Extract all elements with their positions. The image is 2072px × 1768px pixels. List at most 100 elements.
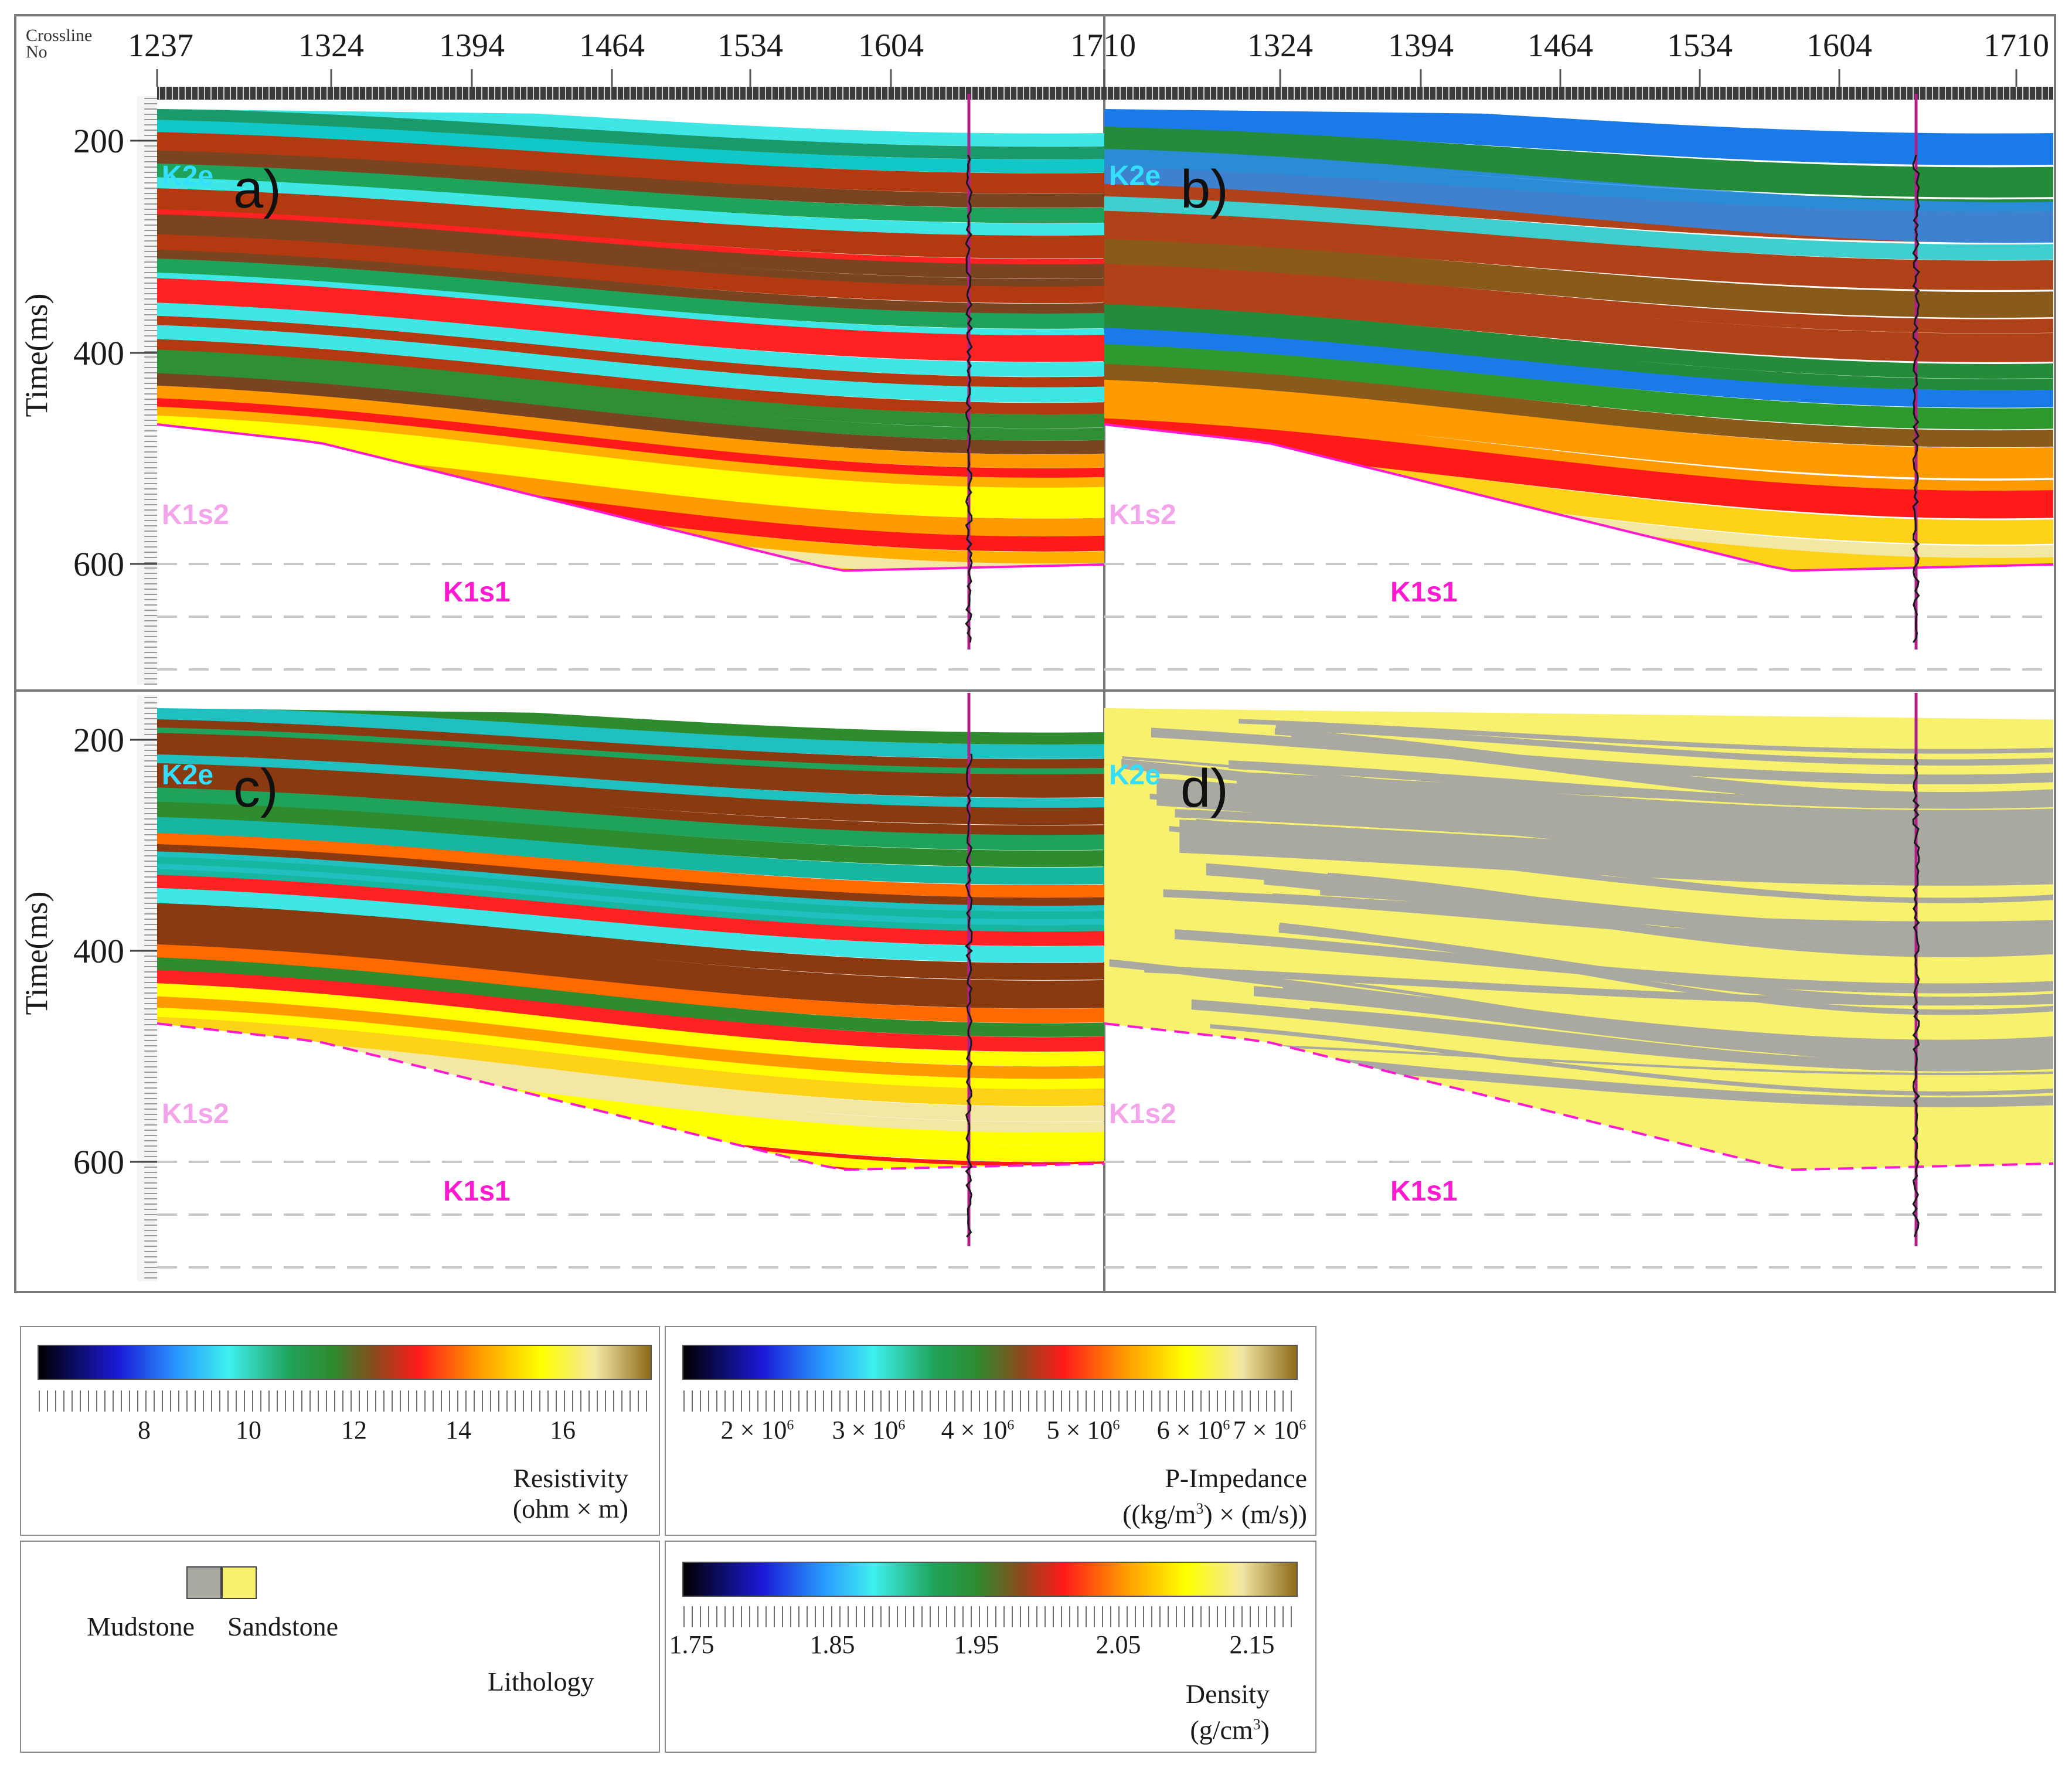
density-colorbar-legend: 1.75 1.85 1.95 2.05 2.15 Density (g/cm3) [665,1541,1316,1753]
impedance-unit-part1: ((kg/m [1122,1499,1196,1529]
tick-exponent: 6 [1007,1417,1015,1433]
panel-d: K2e K1s2 K1s1 d) [1104,693,2053,1269]
seismic-layer [157,302,1104,377]
seismic-layer [157,1226,1104,1334]
seismic-layer [157,109,1104,147]
seismic-layer [1104,109,2053,165]
horizon-top-label: K2e [1109,161,1161,192]
crossline-tick-label: 1534 [1667,28,1733,64]
seismic-layer [157,150,1104,208]
seismic-layer [157,163,1104,223]
horizon-top-label: K2e [1109,760,1161,791]
seismic-layer [157,227,1104,287]
seismic-layer [157,188,1104,243]
seismic-layer [157,1162,1104,1170]
time-axis-label: Time(ms) [19,293,54,417]
seismic-layer [1104,418,2053,519]
resistivity-title: Resistivity (ohm × m) [513,1463,628,1524]
seismic-layer [1104,344,2053,430]
lithology-legend: Mudstone Sandstone Lithology [20,1541,660,1753]
horizon-base-line [1104,423,2053,572]
seismic-layer [157,754,1104,808]
colorbar-tick-label: 12 [341,1416,367,1444]
colorbar-tick-label: 1.85 [809,1630,855,1659]
seismic-layer [157,996,1104,1079]
mudstone-layer [1309,1008,2053,1072]
seismic-layer [157,957,1104,1037]
seismic-layer [157,856,1104,920]
crossline-tick-label: 1604 [858,28,924,64]
lithology-title: Lithology [488,1667,594,1696]
seismic-layer [157,875,1104,946]
seismic-layer [157,278,1104,345]
crossline-axis-label-line1: Crossline [26,26,92,45]
seismic-layer [157,740,1104,798]
time-tick-label: 200 [73,122,124,160]
impedance-title: P-Impedance ((kg/m3) × (m/s)) [1122,1463,1307,1529]
seismic-layer [1104,602,2053,723]
seismic-layer [157,325,1104,403]
seismic-layer [1104,363,2053,448]
seismic-layer [1104,317,2053,390]
tick-mantissa: 3 × 10 [832,1416,899,1444]
seismic-layer [157,1190,1104,1287]
seismic-layer [157,406,1104,488]
seismic-layer [157,177,1104,236]
time-tick-label: 200 [73,721,124,759]
resistivity-color-ramp [38,1345,652,1380]
seismic-layer [157,733,1104,783]
resistivity-colorbar-legend: 8 10 12 14 16 Resistivity (ohm × m) [20,1326,660,1536]
seismic-layer [1104,127,2053,198]
colorbar-tick-label: 2 × 106 [721,1415,794,1445]
horizon-mid-label: K1s2 [162,499,229,531]
impedance-title-name: P-Impedance [1165,1463,1307,1493]
seismic-layer [1104,210,2053,290]
seismic-layer [157,851,1104,912]
well-log-trace [1912,154,1920,643]
resistivity-tick-marks [39,1390,651,1412]
tick-mantissa: 7 × 10 [1233,1416,1299,1444]
seismic-layer [157,315,1104,387]
time-axis: 200 400 600 Time(ms) [19,695,157,1281]
colorbar-tick-label: 2.05 [1095,1630,1141,1659]
density-unit-exponent: 3 [1253,1716,1261,1733]
crossline-tick-label: 1710 [1983,28,2049,64]
tick-exponent: 6 [1299,1417,1307,1433]
seismic-layer [157,763,1104,825]
outer-border [14,14,2056,1293]
seismic-layer [157,385,1104,468]
colorbar-tick-label: 6 × 106 [1157,1415,1230,1445]
tick-exponent: 6 [1223,1417,1230,1433]
mudstone-layer [1239,719,2053,754]
colorbar-tick-label: 2.15 [1229,1630,1275,1659]
mudstone-layer [1175,809,2053,851]
panel-label: d) [1180,759,1229,818]
seismic-layer [157,373,1104,454]
horizon-base-label: K1s1 [1390,577,1458,608]
seismic-layer [157,1007,1104,1090]
sandstone-swatch [222,1566,257,1599]
seismic-layer [157,944,1104,1024]
density-unit-part1: (g/cm [1190,1715,1253,1745]
seismic-layer [157,719,1104,769]
horizon-base-line [157,423,1104,572]
colorbar-tick-label: 4 × 106 [941,1415,1015,1445]
seismic-layer [157,1032,1104,1122]
colorbar-tick-label: 7 × 106 [1233,1415,1307,1445]
seismic-layer [157,431,1104,519]
density-title: Density (g/cm3) [1186,1679,1270,1745]
seismic-layer [1104,263,2053,334]
mudstone-layer [1229,760,2053,809]
horizon-top-label: K2e [162,161,213,192]
seismic-layer [157,817,1104,885]
mudstone-layer [1320,885,2053,943]
crossline-tick-label: 1534 [717,28,783,64]
seismic-layer [157,727,1104,775]
sandstone-label: Sandstone [227,1611,339,1641]
seismic-layer [1104,196,2053,260]
seismic-layer [157,611,1104,718]
seismic-layer [157,214,1104,278]
seismic-layer [157,869,1104,933]
